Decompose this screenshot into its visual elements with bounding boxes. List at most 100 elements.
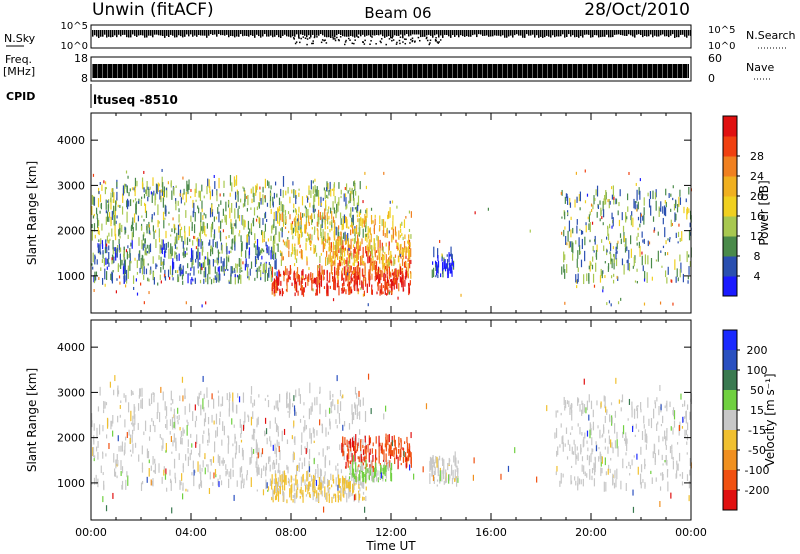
nsky-dot bbox=[300, 37, 302, 40]
power-cell bbox=[408, 235, 410, 239]
power-cell bbox=[164, 243, 166, 250]
power-cell bbox=[350, 238, 352, 250]
velocity-cell bbox=[595, 445, 598, 452]
nsky-bar bbox=[234, 30, 236, 38]
power-cell bbox=[230, 266, 232, 277]
velocity-cell bbox=[347, 479, 350, 482]
power-cell bbox=[123, 184, 126, 194]
velocity-cell bbox=[305, 494, 308, 497]
velocity-cell bbox=[340, 497, 342, 502]
nsky-bar bbox=[644, 30, 646, 36]
nsky-bar bbox=[634, 30, 636, 38]
power-cell bbox=[679, 237, 681, 242]
velocity-cell bbox=[329, 487, 331, 490]
power-cell bbox=[333, 279, 335, 290]
freq-stripe bbox=[532, 64, 533, 78]
velocity-cell bbox=[355, 476, 357, 483]
freq-stripe bbox=[577, 64, 578, 78]
power-cell bbox=[604, 260, 606, 264]
power-cell bbox=[689, 222, 691, 228]
power-cell bbox=[294, 221, 296, 232]
colorbar-tick-label: 24 bbox=[750, 170, 764, 183]
power-cell bbox=[104, 268, 106, 280]
velocity-cell bbox=[197, 396, 199, 405]
velocity-cell bbox=[237, 393, 239, 398]
freq-stripe bbox=[422, 64, 423, 78]
velocity-cell bbox=[351, 475, 353, 482]
velocity-cell bbox=[686, 404, 689, 410]
velocity-cell bbox=[228, 471, 230, 478]
velocity-cell bbox=[571, 409, 573, 421]
velocity-cell bbox=[158, 463, 160, 473]
velocity-cell bbox=[299, 495, 301, 499]
power-cell bbox=[131, 239, 133, 249]
velocity-cell bbox=[361, 481, 363, 487]
power-cell bbox=[630, 235, 632, 245]
power-cell bbox=[302, 269, 304, 280]
power-cell bbox=[298, 275, 300, 286]
power-cell bbox=[313, 214, 316, 219]
colorbar-segment bbox=[723, 490, 737, 511]
velocity-cell bbox=[365, 474, 367, 480]
power-cell bbox=[93, 213, 95, 217]
power-cell bbox=[301, 250, 303, 260]
power-cell bbox=[329, 285, 331, 289]
power-cell bbox=[364, 214, 366, 225]
power-cell bbox=[404, 276, 406, 280]
velocity-cell bbox=[149, 403, 151, 407]
velocity-cell bbox=[117, 415, 119, 423]
freq-stripe bbox=[372, 64, 373, 78]
power-cell bbox=[196, 251, 198, 260]
velocity-cell bbox=[662, 463, 664, 466]
velocity-cell bbox=[285, 478, 287, 484]
velocity-cell bbox=[400, 449, 402, 457]
power-cell bbox=[648, 241, 651, 245]
velocity-cell bbox=[163, 466, 165, 473]
power-cell bbox=[114, 247, 117, 254]
power-cell bbox=[327, 234, 329, 241]
power-cell bbox=[405, 269, 407, 275]
power-cell bbox=[374, 218, 376, 226]
power-cell bbox=[649, 191, 652, 199]
power-cell bbox=[190, 267, 192, 271]
power-cell bbox=[224, 214, 226, 220]
velocity-cell bbox=[397, 465, 399, 470]
power-cell bbox=[388, 245, 390, 255]
velocity-cell bbox=[141, 387, 143, 397]
velocity-cell bbox=[314, 472, 316, 481]
power-cell bbox=[146, 186, 148, 196]
power-cell bbox=[685, 198, 687, 203]
power-cell bbox=[253, 207, 256, 216]
power-cell bbox=[186, 180, 188, 192]
power-cell bbox=[613, 259, 615, 270]
velocity-cell bbox=[140, 482, 143, 491]
power-cell bbox=[589, 239, 591, 243]
power-cell bbox=[354, 276, 356, 286]
nsky-bar bbox=[534, 30, 536, 38]
power-cell bbox=[146, 180, 148, 188]
title: Unwin (fitACF) bbox=[92, 0, 214, 20]
power-cell bbox=[108, 262, 110, 267]
power-cell bbox=[164, 204, 166, 215]
power-cell bbox=[409, 271, 412, 274]
power-cell bbox=[609, 251, 611, 255]
nsky-dot bbox=[302, 36, 305, 38]
velocity-cell bbox=[353, 480, 355, 486]
power-cell bbox=[347, 274, 349, 285]
velocity-cell bbox=[241, 473, 243, 484]
power-cell bbox=[365, 185, 368, 190]
power-cell bbox=[408, 210, 411, 214]
power-cell bbox=[227, 257, 230, 262]
power-cell bbox=[225, 214, 227, 225]
velocity-cell bbox=[267, 394, 269, 398]
power-cell bbox=[688, 208, 690, 213]
power-cell bbox=[220, 256, 222, 264]
velocity-cell bbox=[169, 469, 171, 476]
power-cell bbox=[172, 217, 174, 221]
velocity-cell bbox=[276, 439, 278, 447]
velocity-cell bbox=[242, 484, 245, 489]
power-cell bbox=[343, 248, 345, 253]
velocity-cell bbox=[310, 406, 312, 415]
power-cell bbox=[194, 188, 196, 197]
velocity-cell bbox=[434, 466, 436, 475]
